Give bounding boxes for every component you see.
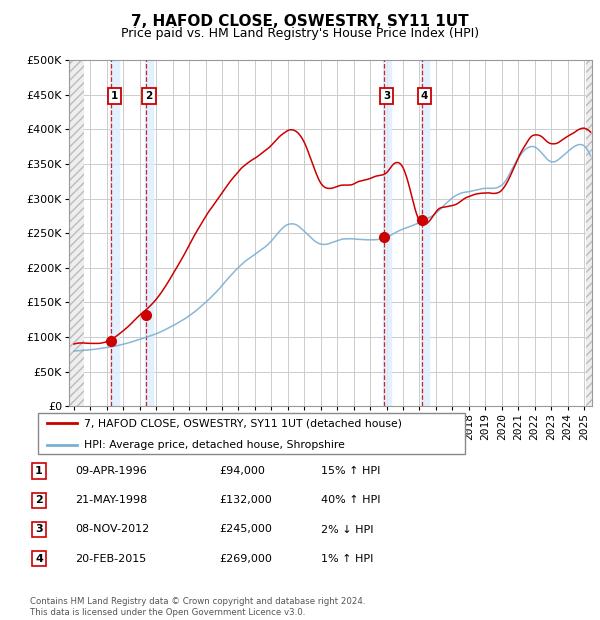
Text: 4: 4 bbox=[421, 91, 428, 101]
Text: 7, HAFOD CLOSE, OSWESTRY, SY11 1UT (detached house): 7, HAFOD CLOSE, OSWESTRY, SY11 1UT (deta… bbox=[83, 418, 401, 428]
Text: 15% ↑ HPI: 15% ↑ HPI bbox=[321, 466, 380, 476]
Text: 2: 2 bbox=[35, 495, 43, 505]
Text: 3: 3 bbox=[35, 525, 43, 534]
Text: HPI: Average price, detached house, Shropshire: HPI: Average price, detached house, Shro… bbox=[83, 440, 344, 450]
Bar bbox=[110, 60, 119, 406]
Text: Contains HM Land Registry data © Crown copyright and database right 2024.
This d: Contains HM Land Registry data © Crown c… bbox=[30, 598, 365, 617]
Text: 1% ↑ HPI: 1% ↑ HPI bbox=[321, 554, 373, 564]
FancyBboxPatch shape bbox=[38, 413, 465, 454]
Text: 1: 1 bbox=[110, 91, 118, 101]
Text: 2% ↓ HPI: 2% ↓ HPI bbox=[321, 525, 373, 534]
Text: 4: 4 bbox=[35, 554, 43, 564]
Text: 20-FEB-2015: 20-FEB-2015 bbox=[75, 554, 146, 564]
Text: 40% ↑ HPI: 40% ↑ HPI bbox=[321, 495, 380, 505]
Text: 21-MAY-1998: 21-MAY-1998 bbox=[75, 495, 147, 505]
Text: 08-NOV-2012: 08-NOV-2012 bbox=[75, 525, 149, 534]
Bar bbox=[421, 60, 429, 406]
Text: £94,000: £94,000 bbox=[219, 466, 265, 476]
Text: 3: 3 bbox=[383, 91, 391, 101]
Bar bbox=[383, 60, 391, 406]
Text: £245,000: £245,000 bbox=[219, 525, 272, 534]
Text: 1: 1 bbox=[35, 466, 43, 476]
Text: £132,000: £132,000 bbox=[219, 495, 272, 505]
Text: £269,000: £269,000 bbox=[219, 554, 272, 564]
Bar bbox=[145, 60, 154, 406]
Text: 09-APR-1996: 09-APR-1996 bbox=[75, 466, 147, 476]
Text: 7, HAFOD CLOSE, OSWESTRY, SY11 1UT: 7, HAFOD CLOSE, OSWESTRY, SY11 1UT bbox=[131, 14, 469, 29]
Text: 2: 2 bbox=[145, 91, 152, 101]
Text: Price paid vs. HM Land Registry's House Price Index (HPI): Price paid vs. HM Land Registry's House … bbox=[121, 27, 479, 40]
